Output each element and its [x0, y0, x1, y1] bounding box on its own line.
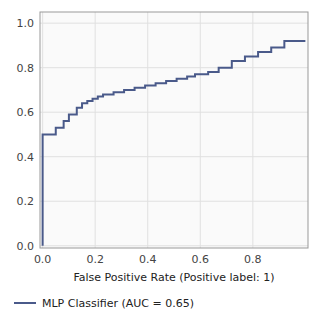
legend: MLP Classifier (AUC = 0.65) — [14, 297, 194, 310]
y-tick-label: 1.0 — [17, 17, 35, 30]
legend-swatch — [14, 302, 36, 304]
y-tick-label: 0.6 — [17, 106, 35, 119]
y-grid-line — [40, 156, 308, 157]
grid — [40, 12, 308, 248]
chart-container: 0.0 0.2 0.4 0.6 0.8 0.0 0.2 0.4 0.6 0.8 1.0 False P… — [0, 0, 320, 320]
x-tick-label: 0.2 — [86, 253, 104, 266]
data-group — [43, 41, 306, 246]
x-grid-line — [252, 12, 253, 248]
x-axis-label: False Positive Rate (Positive label: 1) — [73, 271, 274, 284]
y-tick-label: 0.2 — [17, 195, 35, 208]
x-grid-line — [95, 12, 96, 248]
chart-svg: 0.0 0.2 0.4 0.6 0.8 0.0 0.2 0.4 0.6 0.8 1.0 False P… — [0, 0, 320, 320]
y-grid-line — [40, 67, 308, 68]
y-tick-label: 0.0 — [17, 240, 35, 253]
y-grid-line — [40, 245, 308, 246]
x-tick-label: 0.6 — [192, 253, 210, 266]
tick-labels: 0.0 0.2 0.4 0.6 0.8 0.0 0.2 0.4 0.6 0.8 1.0 — [17, 17, 262, 266]
x-tick-label: 0.0 — [34, 253, 52, 266]
y-grid-line — [40, 112, 308, 113]
x-tick-label: 0.4 — [139, 253, 157, 266]
plot-area — [40, 12, 308, 248]
x-tick-label: 0.8 — [244, 253, 262, 266]
legend-label: MLP Classifier (AUC = 0.65) — [42, 297, 194, 310]
y-grid-line — [40, 201, 308, 202]
y-tick-label: 0.8 — [17, 62, 35, 75]
y-grid-line — [40, 23, 308, 24]
x-grid-line — [200, 12, 201, 248]
y-tick-label: 0.4 — [17, 151, 35, 164]
roc-line — [43, 41, 306, 246]
x-grid-line — [147, 12, 148, 248]
plot-frame — [40, 12, 308, 248]
